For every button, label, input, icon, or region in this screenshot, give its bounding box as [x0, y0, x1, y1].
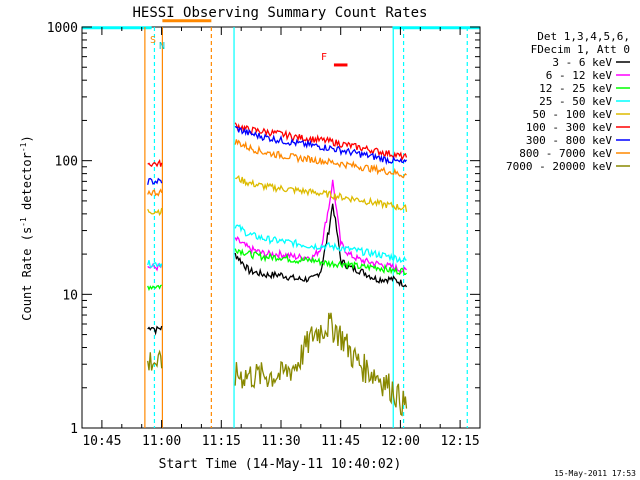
y-axis-label-sup1: -1 — [19, 217, 28, 227]
series-line-0-seg-1 — [234, 203, 408, 288]
x-tick-label-3: 11:30 — [261, 434, 300, 449]
x-tick-label-1: 11:00 — [142, 434, 181, 449]
series-group — [147, 122, 408, 417]
series-line-6-seg-0 — [147, 177, 163, 185]
y-tick-label-2: 100 — [55, 155, 78, 170]
y-axis-label-mid: detector — [20, 152, 34, 217]
y-tick-label-0: 1 — [70, 422, 78, 437]
legend-label-3: 25 - 50 keV — [539, 95, 612, 108]
legend-label-6: 300 - 800 keV — [526, 134, 612, 147]
footer-date: 15-May-2011 17:53 — [554, 469, 636, 478]
legend-label-0: 3 - 6 keV — [552, 56, 612, 69]
x-tick-label-4: 11:45 — [321, 434, 360, 449]
legend-header-1: Det 1,3,4,5,6, — [537, 30, 630, 43]
x-tick-label-0: 10:45 — [82, 434, 121, 449]
y-axis-label-end: ) — [20, 135, 34, 142]
series-line-5-seg-1 — [234, 122, 408, 162]
flag-f-label: F — [321, 52, 327, 63]
y-axis-label: Count Rate (s-1 detector-1) — [19, 135, 34, 320]
series-line-5-seg-0 — [147, 158, 163, 168]
x-tick-label-5: 12:00 — [381, 434, 420, 449]
series-line-3-seg-1 — [234, 224, 407, 264]
chart-title: HESSI Observing Summary Count Rates — [132, 5, 427, 21]
series-line-0-seg-0 — [147, 325, 163, 336]
series-line-7-seg-1 — [234, 139, 407, 179]
legend-label-7: 800 - 7000 keV — [519, 147, 612, 160]
series-line-3-seg-0 — [147, 260, 163, 269]
y-tick-label-1: 10 — [62, 288, 78, 303]
series-line-4-seg-1 — [235, 174, 408, 213]
legend-label-2: 12 - 25 keV — [539, 82, 612, 95]
legend-label-1: 6 - 12 keV — [546, 69, 613, 82]
legend: Det 1,3,4,5,6, FDecim 1, Att 0 3 - 6 keV… — [506, 30, 630, 173]
series-line-4-seg-0 — [147, 207, 163, 217]
x-tick-label-2: 11:15 — [202, 434, 241, 449]
series-line-7-seg-0 — [147, 188, 163, 197]
series-line-8-seg-0 — [147, 349, 163, 371]
legend-header-2: FDecim 1, Att 0 — [531, 43, 630, 56]
overlay-group — [82, 19, 480, 428]
legend-label-4: 50 - 100 keV — [533, 108, 613, 121]
series-line-2-seg-1 — [234, 248, 407, 276]
x-axis-label: Start Time (14-May-11 10:40:02) — [159, 457, 402, 472]
x-tick-label-6: 12:15 — [441, 434, 480, 449]
y-axis-label-main: Count Rate (s — [20, 227, 34, 321]
series-line-1-seg-1 — [234, 179, 408, 275]
y-tick-label-3: 1000 — [47, 21, 78, 36]
y-axis-label-sup2: -1 — [19, 142, 28, 152]
flag-n-label: N — [159, 41, 165, 52]
flag-s-label: S — [150, 35, 156, 46]
legend-label-8: 7000 - 20000 keV — [506, 160, 612, 173]
legend-label-5: 100 - 300 keV — [526, 121, 612, 134]
series-line-8-seg-1 — [234, 312, 408, 417]
series-line-6-seg-1 — [234, 125, 408, 166]
series-line-2-seg-0 — [147, 284, 162, 292]
series-line-1-seg-0 — [147, 262, 163, 272]
axes-group: 10:45 11:00 11:15 11:30 11:45 12:00 12:15 1 10 10… — [47, 21, 481, 449]
